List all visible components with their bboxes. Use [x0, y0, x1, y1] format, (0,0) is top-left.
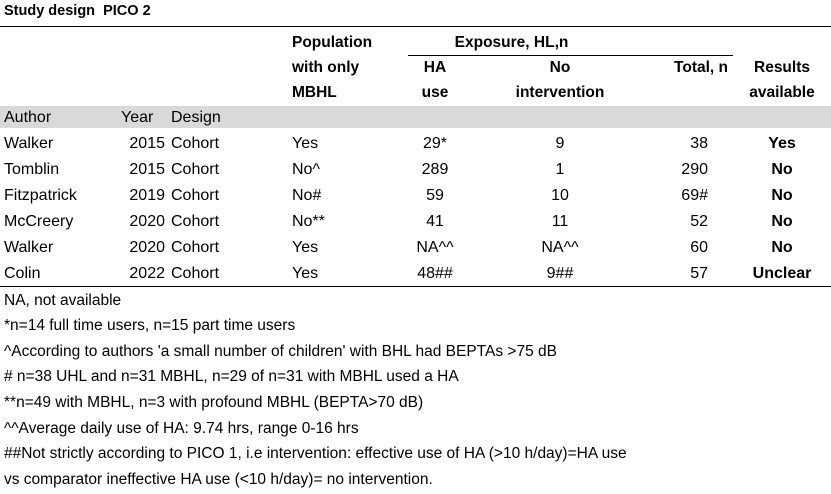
- footnote: # n=38 UHL and n=31 MBHL, n=29 of n=31 w…: [4, 368, 459, 385]
- cell-total: 38: [690, 135, 708, 152]
- cell-design: Cohort: [171, 161, 220, 178]
- cell-population: Yes: [292, 135, 319, 152]
- cell-results: No: [771, 213, 793, 230]
- header-ha-use: HA use: [421, 59, 449, 101]
- cell-total: 290: [681, 161, 708, 178]
- header-exposure: Exposure, HL,n: [454, 34, 569, 51]
- cell-population: Yes: [292, 239, 319, 256]
- header-population: Population with only MBHL: [292, 34, 373, 101]
- subheader-band: [0, 106, 831, 128]
- cell-ha-use: 41: [426, 213, 444, 230]
- cell-results: Yes: [768, 135, 796, 152]
- cell-design: Cohort: [171, 213, 220, 230]
- cell-population: No^: [292, 161, 320, 178]
- subheader-year: Year: [121, 109, 154, 126]
- subheader-design: Design: [171, 109, 221, 126]
- footnote: ^According to authors 'a small number of…: [4, 343, 557, 360]
- bottom-rule: [0, 286, 831, 287]
- footnote: ^^Average daily use of HA: 9.74 hrs, ran…: [4, 420, 359, 437]
- cell-ha-use: 48##: [417, 265, 453, 282]
- cell-year: 2015: [129, 135, 165, 152]
- cell-ha-use: NA^^: [416, 239, 454, 256]
- cell-no-intervention: 1: [555, 161, 565, 178]
- cell-results: No: [771, 161, 793, 178]
- cell-author: Walker: [4, 135, 54, 152]
- cell-ha-use: 59: [426, 187, 444, 204]
- cell-design: Cohort: [171, 239, 220, 256]
- cell-population: Yes: [292, 265, 319, 282]
- cell-no-intervention: 10: [551, 187, 569, 204]
- cell-ha-use: 29*: [422, 135, 448, 152]
- cell-no-intervention: 9##: [546, 265, 574, 282]
- cell-no-intervention: NA^^: [541, 239, 579, 256]
- cell-results: Unclear: [752, 265, 812, 282]
- footnote: *n=14 full time users, n=15 part time us…: [4, 317, 296, 334]
- table-title: Study design PICO 2: [4, 3, 151, 19]
- header-results: Results available: [749, 59, 815, 101]
- cell-year: 2020: [129, 213, 165, 230]
- cell-author: Colin: [4, 265, 41, 282]
- cell-population: No**: [292, 213, 325, 230]
- cell-design: Cohort: [171, 265, 220, 282]
- cell-year: 2019: [129, 187, 165, 204]
- cell-author: Fitzpatrick: [4, 187, 77, 204]
- cell-total: 60: [690, 239, 708, 256]
- cell-results: No: [771, 239, 793, 256]
- cell-year: 2022: [129, 265, 165, 282]
- footnote: ##Not strictly according to PICO 1, i.e …: [4, 445, 627, 462]
- cell-design: Cohort: [171, 135, 220, 152]
- cell-author: McCreery: [4, 213, 74, 230]
- cell-year: 2015: [129, 161, 165, 178]
- header-no-intervention: No intervention: [515, 59, 605, 101]
- cell-total: 69#: [681, 187, 708, 204]
- cell-ha-use: 289: [421, 161, 449, 178]
- cell-author: Walker: [4, 239, 54, 256]
- cell-population: No#: [292, 187, 322, 204]
- cell-no-intervention: 9: [555, 135, 565, 152]
- footnote: NA, not available: [4, 292, 122, 309]
- cell-design: Cohort: [171, 187, 220, 204]
- cell-total: 52: [690, 213, 708, 230]
- footnote: vs comparator ineffective HA use (<10 h/…: [4, 471, 433, 488]
- exposure-underline: [408, 55, 733, 56]
- cell-total: 57: [690, 265, 708, 282]
- cell-year: 2020: [129, 239, 165, 256]
- cell-results: No: [771, 187, 793, 204]
- subheader-author: Author: [4, 109, 52, 126]
- header-total: Total, n: [674, 59, 728, 76]
- footnote: **n=49 with MBHL, n=3 with profound MBHL…: [4, 394, 424, 411]
- cell-author: Tomblin: [4, 161, 60, 178]
- cell-no-intervention: 11: [551, 213, 569, 230]
- top-rule: [0, 26, 831, 27]
